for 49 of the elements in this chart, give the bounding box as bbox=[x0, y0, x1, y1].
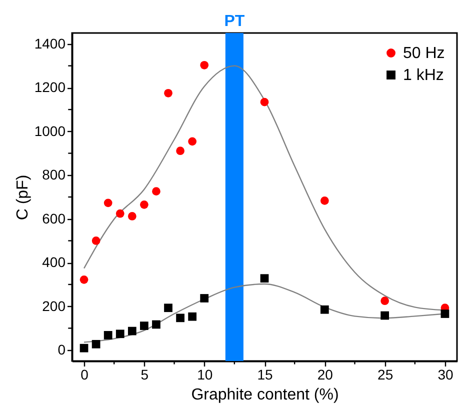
point bbox=[260, 98, 269, 106]
point bbox=[260, 274, 269, 283]
y-tick-label: 1200 bbox=[34, 79, 66, 96]
x-tick-label: 20 bbox=[317, 366, 334, 382]
x-tick-label: 15 bbox=[257, 366, 273, 382]
point bbox=[80, 344, 88, 352]
point bbox=[92, 236, 100, 245]
point bbox=[92, 340, 100, 348]
x-tick-label: 10 bbox=[197, 366, 213, 382]
legend-label: 1 kHz bbox=[403, 67, 444, 84]
point bbox=[176, 314, 184, 322]
point bbox=[200, 294, 209, 302]
y-tick-label: 0 bbox=[58, 342, 66, 358]
y-tick-label: 1400 bbox=[34, 35, 66, 52]
y-axis-title: C (pF) bbox=[14, 174, 32, 220]
x-tick-label: 5 bbox=[140, 366, 149, 382]
point bbox=[188, 312, 196, 321]
y-tick-label: 200 bbox=[42, 298, 66, 314]
legend-label: 50 Hz bbox=[403, 45, 445, 62]
point bbox=[104, 198, 112, 208]
point bbox=[128, 212, 136, 220]
x-axis-title: Graphite content (%) bbox=[191, 386, 339, 404]
point bbox=[80, 275, 88, 284]
y-tick-label: 600 bbox=[42, 210, 66, 226]
band-label: PT bbox=[224, 13, 245, 30]
point bbox=[152, 187, 160, 196]
x-tick-label: 30 bbox=[438, 366, 454, 382]
point bbox=[200, 60, 209, 70]
point bbox=[164, 304, 172, 312]
point bbox=[320, 305, 329, 314]
x-tick-label: 25 bbox=[378, 366, 394, 382]
point bbox=[440, 310, 450, 318]
point bbox=[380, 311, 389, 320]
y-tick-label: 800 bbox=[42, 166, 66, 183]
point bbox=[380, 296, 389, 306]
point bbox=[140, 322, 148, 330]
point bbox=[104, 331, 112, 340]
point bbox=[152, 320, 160, 329]
point bbox=[128, 326, 136, 336]
point bbox=[176, 146, 184, 156]
point bbox=[140, 200, 148, 209]
point bbox=[320, 196, 329, 205]
point bbox=[116, 209, 124, 218]
point bbox=[116, 330, 124, 338]
y-tick-label: 400 bbox=[42, 254, 66, 270]
y-tick-label: 1000 bbox=[34, 122, 66, 139]
point bbox=[188, 137, 196, 146]
point bbox=[164, 88, 172, 98]
x-tick-label: 0 bbox=[80, 366, 89, 382]
